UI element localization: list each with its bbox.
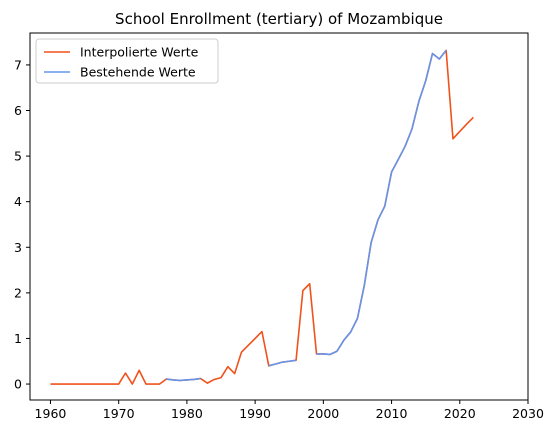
x-tick-label: 2010 <box>376 406 408 421</box>
x-tick-label: 1970 <box>103 406 135 421</box>
x-axis: 1960 1970 1980 1990 2000 2010 2020 2030 <box>35 400 544 421</box>
legend-label: Bestehende Werte <box>80 65 196 80</box>
y-axis: 0 1 2 3 4 5 6 7 <box>14 57 30 392</box>
y-tick-label: 6 <box>14 103 22 118</box>
y-tick-label: 1 <box>14 331 22 346</box>
x-tick-label: 1960 <box>35 406 67 421</box>
plot-frame <box>29 32 529 401</box>
y-tick-label: 7 <box>14 57 22 72</box>
x-tick-label: 1990 <box>239 406 271 421</box>
series-line-2 <box>166 49 447 382</box>
chart-title: School Enrollment (tertiary) of Mozambiq… <box>115 10 443 28</box>
y-tick-label: 5 <box>14 149 22 164</box>
plot-area <box>50 49 474 385</box>
x-tick-label: 2020 <box>444 406 476 421</box>
legend-box <box>35 38 219 84</box>
y-tick-label: 0 <box>14 377 22 392</box>
x-tick-label: 2030 <box>512 406 544 421</box>
y-tick-label: 2 <box>14 285 22 300</box>
series-line-1 <box>50 49 474 385</box>
legend: Interpolierte Werte Bestehende Werte <box>35 38 219 84</box>
x-tick-label: 1980 <box>171 406 203 421</box>
x-tick-label: 2000 <box>307 406 339 421</box>
y-tick-label: 3 <box>14 240 22 255</box>
legend-label: Interpolierte Werte <box>80 45 199 60</box>
y-tick-label: 4 <box>14 194 22 209</box>
